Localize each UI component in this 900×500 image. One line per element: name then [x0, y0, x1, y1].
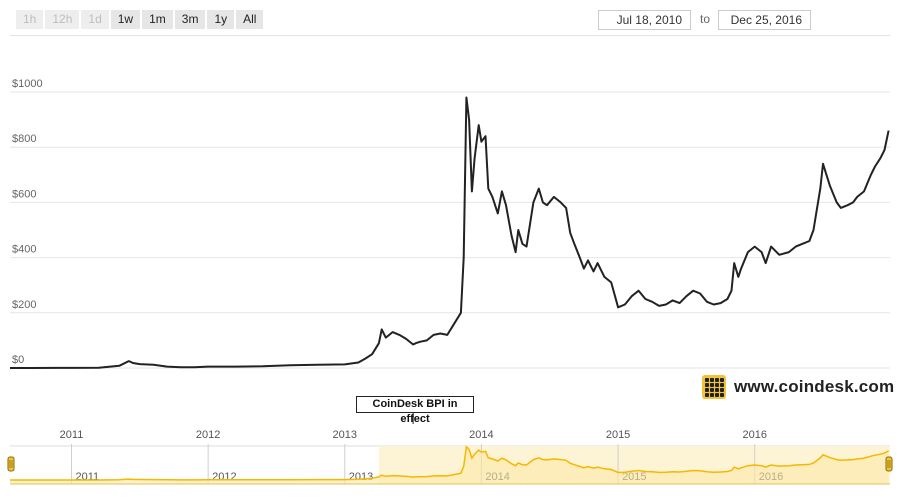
- y-tick-label: $600: [12, 188, 36, 200]
- y-tick-label: $0: [12, 354, 24, 366]
- x-tick-label: 2015: [606, 429, 630, 441]
- top-divider: [10, 35, 890, 36]
- range-button-1d[interactable]: 1d: [81, 10, 109, 29]
- to-date-input[interactable]: Dec 25, 2016: [718, 10, 811, 30]
- navigator-line: [10, 445, 889, 481]
- navigator: 2011201120122012201320132014201420152015…: [7, 429, 893, 485]
- y-axis-ticks: $0 $200 $400 $600 $800 $1000: [12, 78, 43, 366]
- x-tick-label: 2014: [469, 429, 493, 441]
- to-label: to: [700, 12, 711, 26]
- range-button-1w[interactable]: 1w: [110, 10, 141, 29]
- x-tick-label: 2016: [742, 429, 766, 441]
- navigator-right-handle[interactable]: [885, 456, 893, 472]
- navigator-left-handle[interactable]: [7, 456, 15, 472]
- coindesk-logo-icon: [702, 375, 726, 399]
- from-date-input[interactable]: Jul 18, 2010: [598, 10, 691, 30]
- annotation-flag: CoinDesk BPI in effect: [356, 396, 474, 425]
- range-button-3m[interactable]: 3m: [174, 10, 206, 29]
- grid-lines: [10, 91, 890, 369]
- range-selector: 1h 12h 1d 1w 1m 3m 1y All: [16, 10, 264, 29]
- range-button-12h[interactable]: 12h: [45, 10, 80, 29]
- range-button-1m[interactable]: 1m: [142, 10, 173, 29]
- y-tick-label: $1000: [12, 78, 43, 90]
- navigator-area: [10, 446, 889, 484]
- range-button-all[interactable]: All: [236, 10, 264, 29]
- main-series: [10, 96, 890, 424]
- brand-url: www.coindesk.com: [734, 377, 895, 396]
- x-tick-label: 2013: [333, 429, 357, 441]
- x-tick-label: 2012: [196, 429, 220, 441]
- range-button-1h[interactable]: 1h: [16, 10, 44, 29]
- x-tick-label: 2011: [60, 429, 84, 441]
- coindesk-brand[interactable]: www.coindesk.com: [702, 375, 894, 399]
- price-line: [10, 96, 890, 369]
- y-tick-label: $800: [12, 133, 36, 145]
- y-tick-label: $200: [12, 299, 36, 311]
- y-tick-label: $400: [12, 244, 36, 256]
- range-button-1y[interactable]: 1y: [207, 10, 235, 29]
